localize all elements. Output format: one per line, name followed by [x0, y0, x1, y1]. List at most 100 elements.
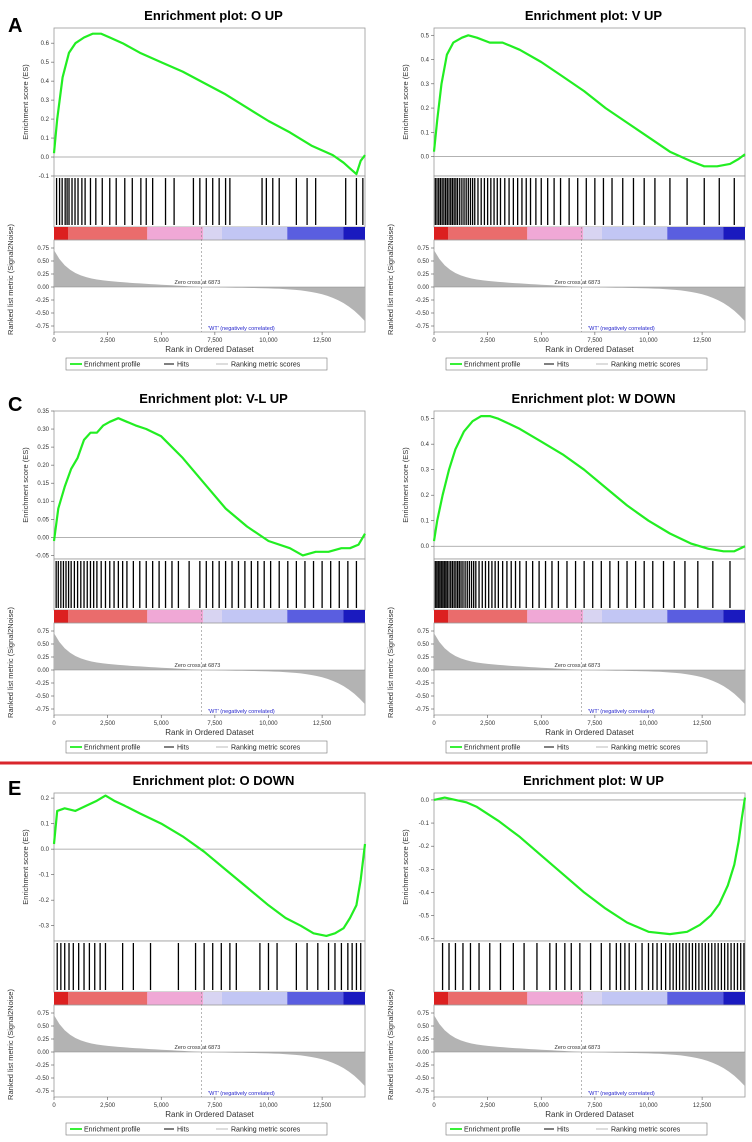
es-y-tick-label: 0.3 [41, 98, 50, 104]
rank-heat-segment [527, 992, 584, 1005]
x-tick-label: 5,000 [534, 338, 550, 344]
rank-heat-segment [221, 992, 288, 1005]
es-y-tick-label: 0.1 [41, 822, 50, 828]
rank-heat-segment [203, 227, 222, 240]
es-plot-area [53, 410, 366, 560]
x-tick-label: 5,000 [154, 1103, 170, 1109]
metric-y-tick-label: 0.50 [37, 642, 49, 648]
metric-y-tick-label: -0.50 [415, 694, 429, 700]
es-y-axis-label: Enrichment score (ES) [21, 447, 30, 523]
legend-box [65, 740, 328, 754]
x-tick-label: 12,500 [693, 1103, 712, 1109]
legend-metric-label: Ranking metric scores [611, 362, 681, 369]
metric-y-axis-label: Ranked list metric (Signal2Noise) [6, 224, 15, 335]
metric-y-tick-label: 0.00 [37, 1050, 49, 1056]
legend-box [65, 1122, 328, 1136]
metric-y-tick-label: -0.75 [415, 324, 429, 330]
metric-y-axis-label: Ranked list metric (Signal2Noise) [6, 607, 15, 718]
x-tick-label: 2,500 [480, 1103, 496, 1109]
rank-heat-segment [147, 610, 204, 623]
legend-box [445, 357, 708, 371]
metric-y-tick-label: -0.75 [415, 1089, 429, 1095]
es-y-tick-label: -0.4 [419, 890, 430, 896]
panel-a: A Enrichment plot: O UP 0.6 0.5 0.4 0.3 0.2 0.1… [6, 8, 366, 371]
panel-title: Enrichment plot: V-L UP [139, 391, 288, 406]
es-y-tick-label: 0.10 [37, 499, 49, 505]
es-y-tick-label: 0.2 [421, 493, 430, 499]
ranking-metric-fill [54, 250, 365, 322]
rank-heat-segment [203, 610, 222, 623]
x-tick-label: 0 [52, 1103, 56, 1109]
rank-heat-segment [601, 610, 668, 623]
es-y-tick-label: 0.1 [41, 136, 50, 142]
rank-heat-segment [343, 227, 365, 240]
metric-y-tick-label: 0.50 [37, 1024, 49, 1030]
negative-correlation-label: 'WT' (negatively correlated) [588, 709, 655, 715]
rank-heat-segment [723, 227, 745, 240]
panel-e: E Enrichment plot: O DOWN 0.2 0.1 0.0 -0.1 -0.… [6, 773, 367, 1136]
rank-heat-segment [147, 227, 204, 240]
x-tick-label: 2,500 [480, 338, 496, 344]
rank-heat-segment [343, 610, 365, 623]
metric-y-tick-label: -0.50 [35, 694, 49, 700]
metric-y-tick-label: 0.25 [37, 1037, 49, 1043]
metric-y-tick-label: 0.50 [417, 642, 429, 648]
es-curve [52, 417, 366, 557]
rank-heat-segment [583, 227, 602, 240]
hits-area [53, 175, 366, 228]
metric-y-tick-label: -0.25 [35, 298, 49, 304]
metric-y-tick-label: 0.00 [417, 668, 429, 674]
rank-heat-segment [434, 610, 448, 623]
legend-hits-label: Hits [177, 1127, 190, 1134]
negative-correlation-label: 'WT' (negatively correlated) [208, 326, 275, 332]
legend-metric-label: Ranking metric scores [231, 1127, 301, 1134]
legend-metric-label: Ranking metric scores [611, 745, 681, 752]
es-y-axis-label: Enrichment score (ES) [21, 64, 30, 140]
panel-c: C Enrichment plot: V-L UP 0.35 0.30 0.25 0.20… [6, 391, 366, 754]
es-y-tick-label: 0.0 [421, 544, 430, 550]
metric-y-tick-label: 0.25 [417, 272, 429, 278]
zero-cross-label: Zero cross at 6873 [174, 663, 220, 669]
x-tick-label: 12,500 [313, 1103, 332, 1109]
metric-y-tick-label: 0.75 [417, 1011, 429, 1017]
x-tick-label: 2,500 [100, 1103, 116, 1109]
legend-hits-label: Hits [557, 745, 570, 752]
legend-hits-label: Hits [557, 362, 570, 369]
negative-correlation-label: 'WT' (negatively correlated) [588, 1091, 655, 1097]
legend-hits-label: Hits [177, 745, 190, 752]
metric-y-tick-label: -0.50 [415, 1076, 429, 1082]
rank-heat-segment [67, 227, 148, 240]
panel-title: Enrichment plot: O DOWN [133, 773, 295, 788]
ranking-metric-fill [434, 250, 745, 322]
metric-y-tick-label: -0.25 [415, 298, 429, 304]
metric-y-tick-label: -0.75 [35, 324, 49, 330]
metric-y-tick-label: -0.25 [35, 681, 49, 687]
es-curve [52, 794, 367, 937]
x-tick-label: 2,500 [100, 338, 116, 344]
panel-title: Enrichment plot: O UP [144, 8, 283, 23]
es-y-tick-label: 0.4 [41, 79, 50, 85]
es-y-tick-label: 0.2 [41, 796, 50, 802]
x-tick-label: 12,500 [693, 338, 712, 344]
legend-es-label: Enrichment profile [84, 362, 141, 369]
rank-heat-segment [447, 227, 528, 240]
x-axis-label: Rank in Ordered Dataset [545, 345, 634, 354]
zero-cross-label: Zero cross at 6873 [554, 280, 600, 286]
negative-correlation-label: 'WT' (negatively correlated) [588, 326, 655, 332]
zero-cross-label: Zero cross at 6873 [174, 280, 220, 286]
x-tick-label: 10,000 [259, 721, 278, 727]
x-tick-label: 5,000 [534, 1103, 550, 1109]
x-axis-label: Rank in Ordered Dataset [165, 345, 254, 354]
es-y-tick-label: -0.1 [39, 873, 50, 879]
rank-heat-segment [287, 992, 344, 1005]
rank-heat-segment [667, 227, 724, 240]
es-y-tick-label: 0.5 [41, 60, 50, 66]
x-tick-label: 7,500 [207, 1103, 223, 1109]
rank-heat-segment [583, 992, 602, 1005]
ranking-metric-fill [434, 1015, 745, 1087]
legend-metric-label: Ranking metric scores [231, 745, 301, 752]
es-curve [52, 32, 366, 176]
es-y-tick-label: 0.3 [421, 82, 430, 88]
metric-y-tick-label: 0.25 [417, 655, 429, 661]
